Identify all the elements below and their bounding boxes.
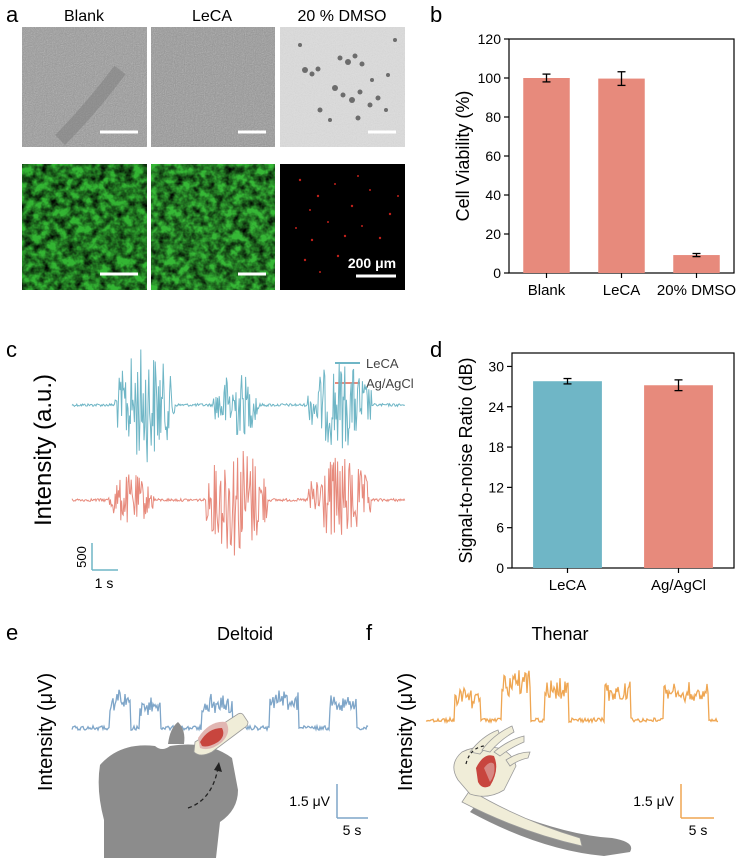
chart-cell-viability: 0 20 40 60 80 100 120 Blank LeCA 20% DMSO Cell Via… (453, 31, 736, 299)
y-tick-label: 30 (488, 358, 504, 374)
y-tick-label: 40 (485, 187, 501, 203)
trace-agagcl (71, 450, 406, 556)
y-tick-label: 0 (496, 560, 504, 576)
fluorescence-image-leca (151, 164, 275, 290)
bar-20-dmso (673, 255, 720, 273)
panel-a: Blank LeCA 20 % DMSO (22, 8, 405, 290)
panel-e-ylabel: Intensity (μV) (35, 673, 57, 791)
column-title-leca: LeCA (192, 8, 232, 25)
panel-label-a: a (6, 2, 19, 27)
brightfield-image-leca (151, 27, 275, 147)
scalebar-e-x: 5 s (343, 822, 362, 838)
panel-c-ylabel: Intensity (a.u.) (30, 374, 57, 526)
scalebar-e-y: 1.5 μV (289, 793, 330, 809)
legend-leca: LeCA (366, 356, 399, 371)
brightfield-image-blank (22, 27, 147, 147)
column-title-blank: Blank (64, 8, 105, 25)
trace-deltoid (71, 689, 369, 733)
panel-e: Deltoid Intensity (μV) 1.5 μV 5 s (35, 624, 369, 858)
trace-thenar (425, 670, 719, 725)
x-tick-label: LeCA (549, 577, 587, 594)
trace-leca (71, 349, 405, 463)
bar-blank (523, 78, 570, 273)
panel-label-e: e (6, 620, 18, 645)
y-tick-label: 60 (485, 148, 501, 164)
scalebar-label: 200 μm (348, 255, 396, 271)
bar-leca (598, 78, 645, 274)
y-tick-label: 0 (493, 265, 501, 281)
shoulder-illustration (98, 712, 249, 858)
y-tick-label: 20 (485, 226, 501, 242)
chart-snr: 0 6 12 18 24 30 LeCA Ag/AgCl Signal-to-noise Rat… (456, 352, 735, 594)
fluorescence-image-dmso: 200 μm (280, 164, 405, 290)
y-tick-label: 24 (488, 399, 504, 415)
bar-leca (533, 381, 602, 568)
scalebar-c-y: 500 (74, 546, 89, 568)
hand-illustration (453, 725, 632, 856)
scalebar-c-x: 1 s (95, 575, 114, 591)
chart-d-frame (511, 352, 735, 569)
y-tick-label: 12 (488, 479, 504, 495)
panel-label-c: c (6, 337, 17, 362)
panel-f: Thenar Intensity (μV) 1.5 μV 5 s (395, 624, 719, 856)
y-tick-label: 18 (488, 439, 504, 455)
brightfield-image-dmso (280, 27, 405, 147)
chart-b-ylabel: Cell Viability (%) (453, 91, 473, 222)
legend-agagcl: Ag/AgCl (366, 376, 414, 391)
fluorescence-image-blank (22, 164, 147, 290)
panel-e-title: Deltoid (217, 624, 273, 644)
panel-label-d: d (430, 337, 442, 362)
y-tick-label: 80 (485, 109, 501, 125)
panel-label-b: b (430, 2, 442, 27)
x-tick-label: LeCA (603, 282, 641, 299)
y-tick-label: 120 (478, 31, 502, 47)
bar-ag-agcl (644, 385, 713, 568)
panel-c: Intensity (a.u.) LeCA Ag/AgCl 500 1 s (30, 349, 414, 591)
panel-f-ylabel: Intensity (μV) (395, 673, 417, 791)
panel-label-f: f (366, 620, 373, 645)
scalebar-f-y: 1.5 μV (633, 793, 674, 809)
x-tick-label: Ag/AgCl (651, 577, 706, 594)
y-tick-label: 6 (496, 520, 504, 536)
column-title-dmso: 20 % DMSO (298, 8, 387, 25)
panel-f-title: Thenar (531, 624, 588, 644)
x-tick-label: Blank (528, 282, 566, 299)
chart-d-ylabel: Signal-to-noise Ratio (dB) (456, 357, 476, 563)
x-tick-label: 20% DMSO (657, 282, 736, 299)
scalebar-f-x: 5 s (689, 822, 708, 838)
y-tick-label: 100 (478, 70, 502, 86)
